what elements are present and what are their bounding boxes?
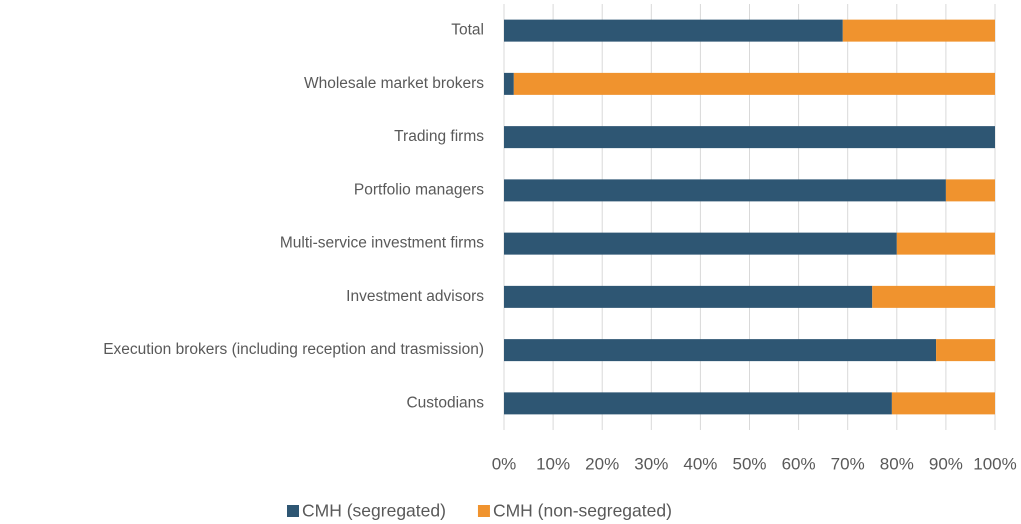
bar-segment [513,72,995,95]
legend-swatch [477,505,490,517]
x-tick-label: 60% [782,454,816,473]
y-tick-label: Total [451,22,484,39]
bar-segment [945,179,995,202]
bar-segment [936,339,995,362]
y-tick-label: Multi-service investment firms [280,235,484,252]
y-tick-label: Investment advisors [346,288,484,305]
bar-segment [842,19,995,42]
x-tick-label: 80% [880,454,914,473]
y-tick-label: Wholesale market brokers [304,75,484,92]
bar-segment [504,392,892,415]
x-tick-label: 30% [634,454,668,473]
bar-segment [504,126,995,149]
bar-segment [504,339,937,362]
bar-segment [504,19,843,42]
y-tick-label: Trading firms [394,128,484,145]
bar-segment [504,72,514,95]
legend-label: CMH (segregated) [302,501,446,521]
bar-segment [872,285,995,308]
x-tick-label: 90% [929,454,963,473]
bar-segment [504,179,946,202]
x-tick-label: 100% [973,454,1016,473]
x-tick-label: 20% [585,454,619,473]
legend-label: CMH (non-segregated) [493,501,672,521]
x-tick-label: 70% [831,454,865,473]
x-tick-label: 50% [732,454,766,473]
bar-segment [891,392,995,415]
x-tick-label: 40% [683,454,717,473]
bar-segment [504,232,897,255]
y-tick-label: Custodians [406,394,484,411]
y-tick-label: Portfolio managers [354,181,484,198]
bar-segment [504,285,873,308]
x-tick-label: 0% [492,454,517,473]
x-tick-label: 10% [536,454,570,473]
bar-segment [896,232,995,255]
legend-swatch [287,505,299,517]
y-tick-label: Execution brokers (including reception a… [103,341,484,358]
